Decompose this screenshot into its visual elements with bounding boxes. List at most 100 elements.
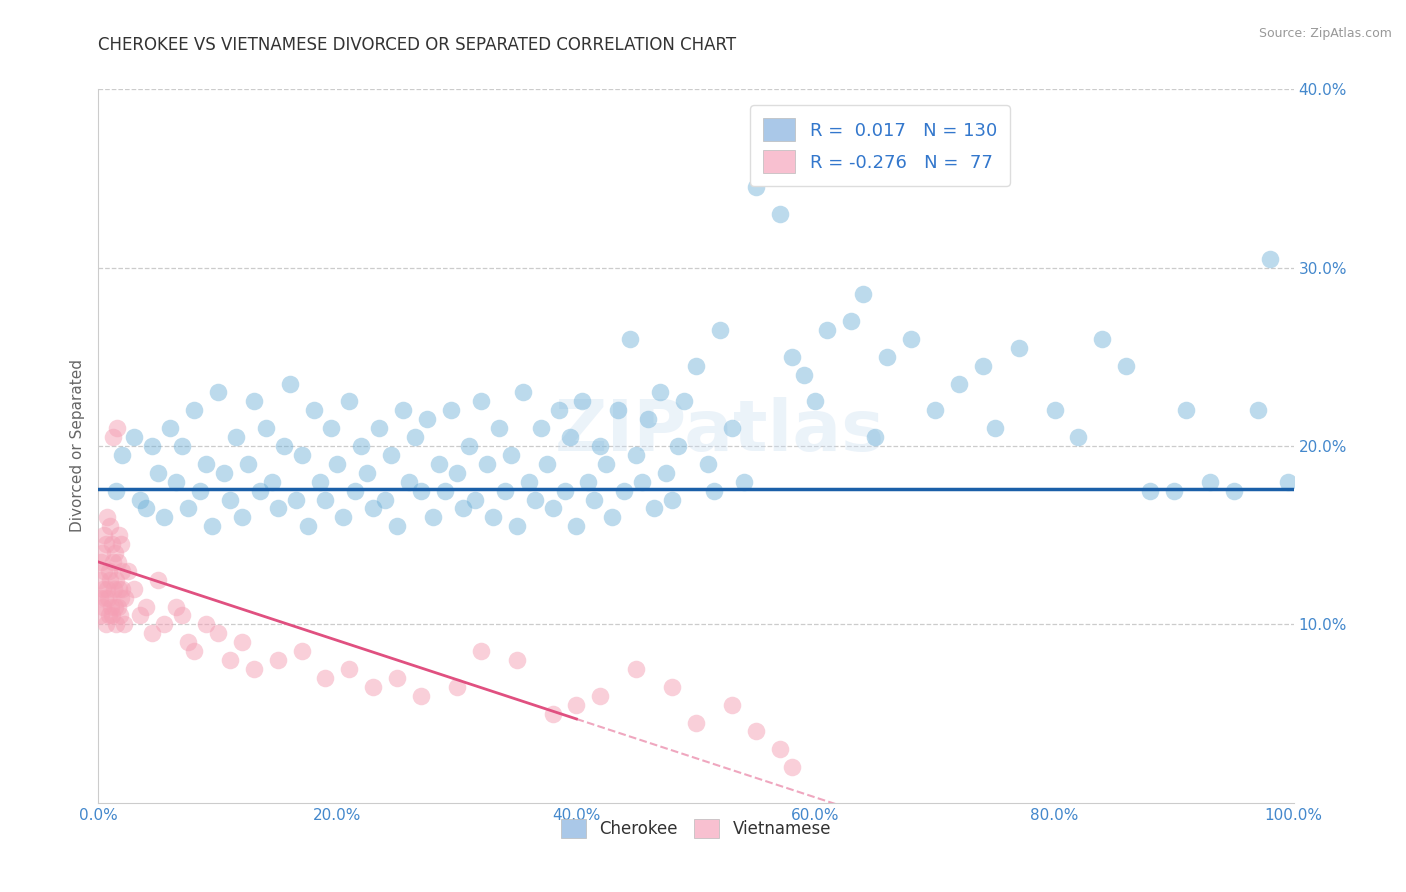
- Point: [107, 555, 129, 569]
- Point: [411, 689, 433, 703]
- Point: [141, 626, 163, 640]
- Point: [547, 403, 569, 417]
- Point: [363, 501, 385, 516]
- Point: [385, 519, 409, 533]
- Point: [107, 528, 129, 542]
- Point: [344, 483, 367, 498]
- Point: [231, 510, 253, 524]
- Point: [207, 626, 229, 640]
- Point: [297, 519, 319, 533]
- Point: [637, 412, 659, 426]
- Point: [470, 644, 492, 658]
- Point: [416, 412, 439, 426]
- Point: [650, 385, 672, 400]
- Point: [89, 573, 111, 587]
- Legend: Cherokee, Vietnamese: Cherokee, Vietnamese: [554, 812, 838, 845]
- Point: [1067, 430, 1090, 444]
- Point: [117, 564, 139, 578]
- Point: [103, 599, 125, 614]
- Point: [188, 483, 211, 498]
- Point: [148, 466, 170, 480]
- Point: [1091, 332, 1114, 346]
- Point: [1247, 403, 1270, 417]
- Point: [852, 287, 875, 301]
- Point: [100, 537, 122, 551]
- Point: [1223, 483, 1246, 498]
- Point: [673, 394, 696, 409]
- Point: [661, 680, 683, 694]
- Point: [458, 439, 481, 453]
- Point: [105, 421, 128, 435]
- Point: [769, 207, 792, 221]
- Point: [422, 510, 444, 524]
- Point: [780, 760, 803, 774]
- Point: [105, 573, 128, 587]
- Point: [108, 608, 131, 623]
- Point: [124, 582, 146, 596]
- Point: [817, 323, 839, 337]
- Point: [260, 475, 283, 489]
- Point: [89, 591, 111, 605]
- Point: [1043, 403, 1066, 417]
- Point: [697, 457, 720, 471]
- Point: [207, 385, 229, 400]
- Point: [1139, 483, 1161, 498]
- Point: [1199, 475, 1222, 489]
- Point: [339, 394, 361, 409]
- Point: [273, 439, 295, 453]
- Point: [565, 519, 588, 533]
- Point: [780, 350, 803, 364]
- Point: [536, 457, 558, 471]
- Point: [434, 483, 457, 498]
- Point: [254, 421, 277, 435]
- Point: [96, 537, 118, 551]
- Point: [470, 394, 492, 409]
- Point: [721, 421, 744, 435]
- Point: [195, 617, 218, 632]
- Point: [368, 421, 391, 435]
- Point: [90, 555, 112, 569]
- Point: [148, 573, 170, 587]
- Point: [392, 403, 415, 417]
- Point: [1163, 483, 1185, 498]
- Point: [1175, 403, 1198, 417]
- Point: [865, 430, 887, 444]
- Point: [655, 466, 678, 480]
- Point: [110, 537, 132, 551]
- Point: [103, 430, 125, 444]
- Point: [114, 591, 136, 605]
- Point: [91, 582, 114, 596]
- Point: [948, 376, 970, 391]
- Point: [613, 483, 636, 498]
- Point: [111, 564, 134, 578]
- Point: [321, 421, 343, 435]
- Point: [129, 492, 152, 507]
- Text: CHEROKEE VS VIETNAMESE DIVORCED OR SEPARATED CORRELATION CHART: CHEROKEE VS VIETNAMESE DIVORCED OR SEPAR…: [98, 36, 737, 54]
- Point: [589, 689, 612, 703]
- Point: [112, 617, 135, 632]
- Point: [111, 582, 134, 596]
- Point: [626, 662, 648, 676]
- Point: [721, 698, 744, 712]
- Point: [101, 555, 124, 569]
- Point: [541, 706, 564, 721]
- Point: [177, 501, 200, 516]
- Point: [129, 608, 152, 623]
- Point: [243, 394, 266, 409]
- Point: [219, 492, 242, 507]
- Point: [427, 457, 450, 471]
- Point: [90, 608, 112, 623]
- Point: [94, 617, 117, 632]
- Point: [104, 617, 127, 632]
- Point: [231, 635, 253, 649]
- Point: [583, 492, 606, 507]
- Point: [793, 368, 815, 382]
- Point: [631, 475, 654, 489]
- Point: [619, 332, 641, 346]
- Y-axis label: Divorced or Separated: Divorced or Separated: [69, 359, 84, 533]
- Point: [159, 421, 181, 435]
- Point: [98, 519, 121, 533]
- Point: [104, 546, 127, 560]
- Point: [571, 394, 593, 409]
- Point: [326, 457, 349, 471]
